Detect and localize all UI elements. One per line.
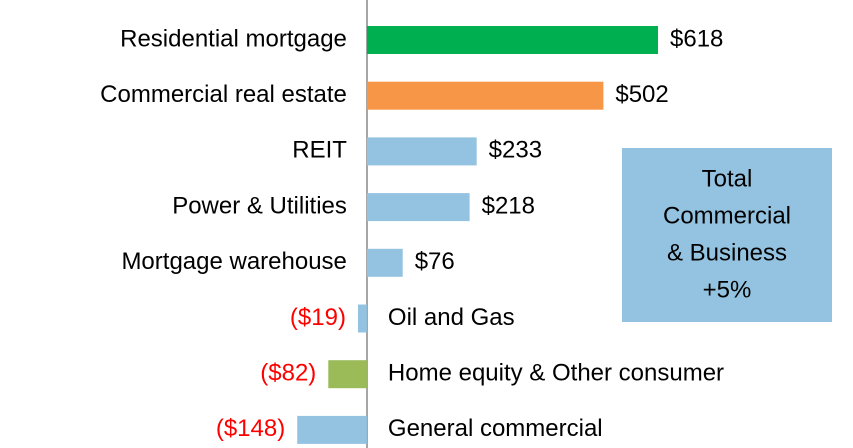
annotation-text: Total	[702, 165, 753, 192]
annotation-text: +5%	[703, 276, 752, 303]
annotation-text: & Business	[667, 239, 787, 266]
bar	[357, 304, 367, 333]
category-label: Oil and Gas	[388, 304, 515, 331]
category-label: General commercial	[388, 415, 603, 442]
value-label: ($148)	[216, 415, 285, 442]
category-label: REIT	[292, 137, 347, 164]
annotation-box	[622, 148, 832, 322]
value-label: ($19)	[290, 304, 346, 331]
value-label: $76	[415, 248, 455, 275]
value-label: $233	[489, 137, 542, 164]
bar	[366, 248, 403, 277]
bar	[297, 415, 367, 444]
value-label: $618	[670, 25, 723, 52]
bar	[366, 26, 659, 54]
category-label: Residential mortgage	[120, 25, 347, 52]
value-label: ($82)	[260, 360, 316, 387]
bar	[366, 193, 470, 222]
category-label: Home equity & Other consumer	[388, 360, 724, 387]
category-label: Commercial real estate	[100, 81, 347, 108]
value-label: $218	[482, 192, 535, 219]
bar	[366, 81, 604, 110]
bar	[328, 360, 367, 389]
category-label: Mortgage warehouse	[121, 248, 346, 275]
annotation-text: Commercial	[663, 202, 791, 229]
value-label: $502	[615, 81, 668, 108]
category-label: Power & Utilities	[172, 192, 347, 219]
bar	[366, 137, 477, 166]
